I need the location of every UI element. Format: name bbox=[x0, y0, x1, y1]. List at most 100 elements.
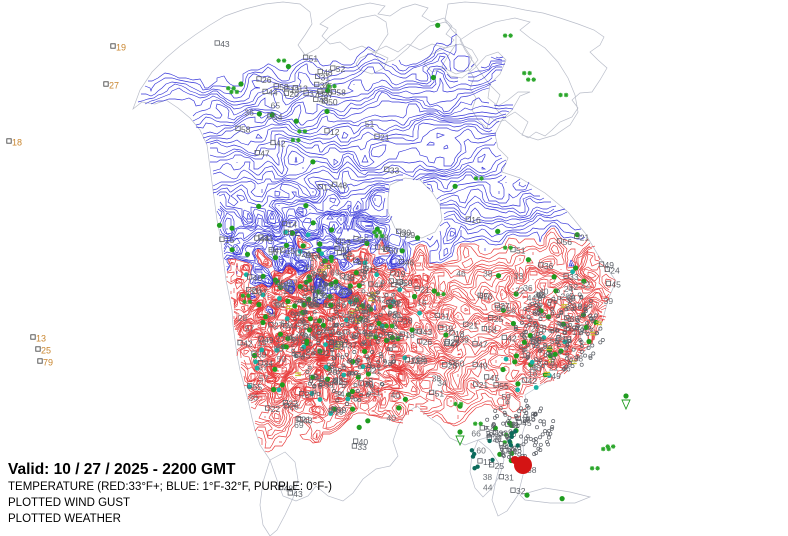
svg-text:55: 55 bbox=[550, 336, 560, 346]
svg-text:25: 25 bbox=[494, 314, 504, 324]
svg-text:46: 46 bbox=[381, 243, 391, 253]
svg-text:33: 33 bbox=[569, 272, 579, 282]
svg-text:45: 45 bbox=[361, 315, 371, 325]
svg-text:50: 50 bbox=[277, 280, 287, 290]
svg-text:66: 66 bbox=[471, 429, 481, 439]
svg-text:36: 36 bbox=[244, 108, 254, 118]
svg-text:27: 27 bbox=[109, 81, 119, 91]
svg-text:52: 52 bbox=[569, 282, 579, 292]
svg-text:68: 68 bbox=[325, 293, 335, 303]
svg-text:22: 22 bbox=[581, 279, 591, 289]
svg-text:62: 62 bbox=[319, 376, 329, 386]
svg-text:37: 37 bbox=[348, 341, 358, 351]
svg-text:15: 15 bbox=[225, 235, 235, 245]
svg-text:22: 22 bbox=[271, 404, 281, 414]
svg-text:67: 67 bbox=[258, 362, 268, 372]
svg-text:33: 33 bbox=[514, 271, 524, 281]
svg-text:25: 25 bbox=[41, 346, 51, 356]
svg-text:16: 16 bbox=[314, 288, 324, 298]
svg-text:11: 11 bbox=[483, 457, 492, 467]
svg-text:69: 69 bbox=[294, 420, 304, 430]
svg-text:51: 51 bbox=[435, 388, 445, 398]
svg-text:45: 45 bbox=[336, 296, 346, 306]
svg-text:65: 65 bbox=[271, 101, 281, 111]
svg-text:PLOTTED WIND GUST: PLOTTED WIND GUST bbox=[8, 497, 130, 509]
svg-text:42: 42 bbox=[243, 339, 253, 349]
svg-text:22: 22 bbox=[288, 399, 298, 409]
svg-text:21: 21 bbox=[580, 232, 590, 242]
svg-text:49: 49 bbox=[478, 361, 488, 371]
svg-text:52: 52 bbox=[336, 64, 346, 74]
svg-text:PLOTTED WEATHER: PLOTTED WEATHER bbox=[8, 513, 121, 525]
svg-text:13: 13 bbox=[36, 334, 46, 344]
svg-text:21: 21 bbox=[479, 380, 489, 390]
svg-text:49: 49 bbox=[605, 260, 615, 270]
svg-text:40: 40 bbox=[294, 332, 304, 342]
svg-text:47: 47 bbox=[260, 149, 270, 159]
svg-text:15: 15 bbox=[369, 265, 379, 275]
svg-text:44: 44 bbox=[374, 280, 384, 290]
svg-text:25: 25 bbox=[531, 324, 541, 334]
svg-text:17: 17 bbox=[323, 183, 333, 193]
svg-text:56: 56 bbox=[268, 247, 278, 257]
svg-text:33: 33 bbox=[335, 311, 345, 321]
svg-text:TEMPERATURE (RED:33°F+; BLUE:: TEMPERATURE (RED:33°F+; BLUE: 1°F-32°F, … bbox=[8, 481, 332, 493]
svg-text:47: 47 bbox=[478, 340, 488, 350]
svg-text:34: 34 bbox=[437, 378, 447, 388]
svg-text:31: 31 bbox=[504, 473, 514, 483]
svg-text:36: 36 bbox=[523, 283, 533, 293]
svg-text:61: 61 bbox=[363, 338, 373, 348]
svg-text:20: 20 bbox=[252, 286, 262, 296]
svg-text:40: 40 bbox=[387, 413, 397, 423]
svg-text:31: 31 bbox=[440, 311, 450, 321]
svg-text:50: 50 bbox=[277, 354, 287, 364]
svg-text:15: 15 bbox=[286, 246, 296, 256]
svg-text:44: 44 bbox=[483, 483, 493, 493]
svg-text:56: 56 bbox=[506, 306, 516, 316]
svg-text:Valid: 10 / 27 / 2025 - 2200: Valid: 10 / 27 / 2025 - 2200 GMT bbox=[8, 461, 236, 478]
svg-text:54: 54 bbox=[273, 112, 283, 122]
svg-text:26: 26 bbox=[423, 337, 433, 347]
svg-text:16: 16 bbox=[471, 215, 481, 225]
svg-text:34: 34 bbox=[266, 310, 276, 320]
svg-text:13: 13 bbox=[298, 84, 308, 94]
svg-text:21: 21 bbox=[380, 132, 390, 142]
svg-text:30: 30 bbox=[402, 227, 412, 237]
svg-text:43: 43 bbox=[220, 39, 230, 49]
svg-text:55: 55 bbox=[499, 381, 509, 391]
svg-text:16: 16 bbox=[417, 297, 427, 307]
svg-text:13: 13 bbox=[290, 85, 300, 95]
svg-text:45: 45 bbox=[490, 373, 500, 383]
svg-text:40: 40 bbox=[391, 390, 401, 400]
svg-text:46: 46 bbox=[253, 273, 263, 283]
svg-text:28: 28 bbox=[238, 313, 248, 323]
svg-text:25: 25 bbox=[495, 461, 505, 471]
svg-text:57: 57 bbox=[259, 374, 269, 384]
svg-text:39: 39 bbox=[604, 296, 614, 306]
svg-text:63: 63 bbox=[532, 363, 542, 373]
svg-text:51: 51 bbox=[516, 246, 526, 256]
svg-text:29: 29 bbox=[312, 329, 322, 339]
svg-text:39: 39 bbox=[459, 335, 469, 345]
svg-text:52: 52 bbox=[290, 228, 300, 238]
svg-text:26: 26 bbox=[262, 75, 272, 85]
svg-text:18: 18 bbox=[416, 354, 426, 364]
svg-text:63: 63 bbox=[280, 319, 290, 329]
svg-text:79: 79 bbox=[43, 358, 53, 368]
svg-text:56: 56 bbox=[563, 237, 573, 247]
svg-text:43: 43 bbox=[423, 327, 433, 337]
svg-text:46: 46 bbox=[304, 262, 314, 272]
svg-text:18: 18 bbox=[12, 138, 22, 148]
svg-text:48: 48 bbox=[338, 180, 348, 190]
svg-text:51: 51 bbox=[309, 53, 319, 63]
svg-text:15: 15 bbox=[257, 338, 267, 348]
svg-text:18: 18 bbox=[394, 277, 404, 287]
svg-text:54: 54 bbox=[335, 389, 345, 399]
svg-text:53: 53 bbox=[279, 82, 289, 92]
svg-text:19: 19 bbox=[444, 324, 454, 334]
svg-text:21: 21 bbox=[420, 284, 430, 294]
svg-text:44: 44 bbox=[268, 87, 278, 97]
svg-text:33: 33 bbox=[390, 165, 400, 175]
svg-text:20: 20 bbox=[248, 392, 258, 402]
svg-text:32: 32 bbox=[516, 486, 526, 496]
